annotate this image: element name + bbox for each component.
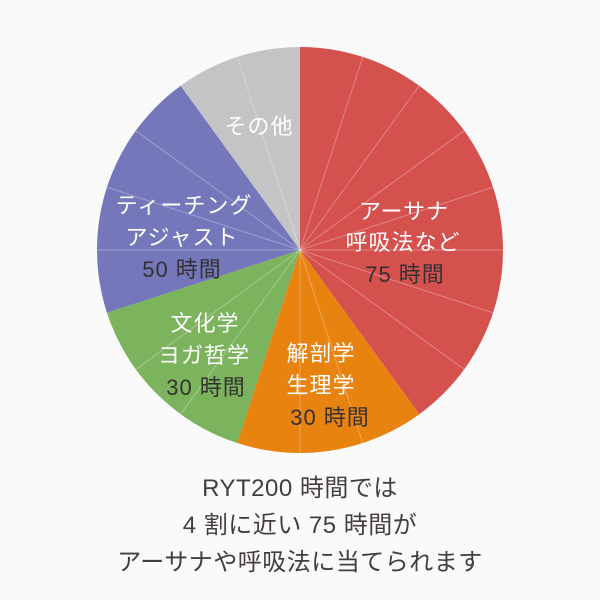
slice-divider-line: [299, 249, 364, 444]
slice-divider-line: [299, 85, 420, 251]
slice-divider-line: [135, 249, 301, 370]
slice-divider-line: [180, 249, 301, 415]
caption-line-3: アーサナや呼吸法に当てられます: [117, 549, 483, 576]
slice-divider-line: [106, 186, 301, 251]
slice-divider-line: [299, 249, 494, 314]
pie-slice-asana-breathing: [300, 47, 503, 415]
pie-slice-anatomy-physiology: [237, 250, 420, 453]
pie-slice-others: [180, 47, 300, 250]
caption-line-2: 4 割に近い 75 時間が: [182, 512, 418, 539]
slice-divider-line: [299, 249, 465, 370]
slice-divider-line: [299, 130, 465, 251]
slice-divider-line: [299, 56, 364, 251]
slice-divider-line: [299, 186, 494, 251]
caption: RYT200 時間では 4 割に近い 75 時間が アーサナや呼吸法に当てられま…: [0, 470, 600, 581]
pie-slice-teaching-adjust: [97, 85, 300, 313]
slice-divider-line: [135, 130, 301, 251]
caption-line-1: RYT200 時間では: [202, 475, 398, 502]
pie-slice-culture-yoga-philosophy: [106, 250, 300, 444]
slice-divider-line: [236, 56, 301, 251]
